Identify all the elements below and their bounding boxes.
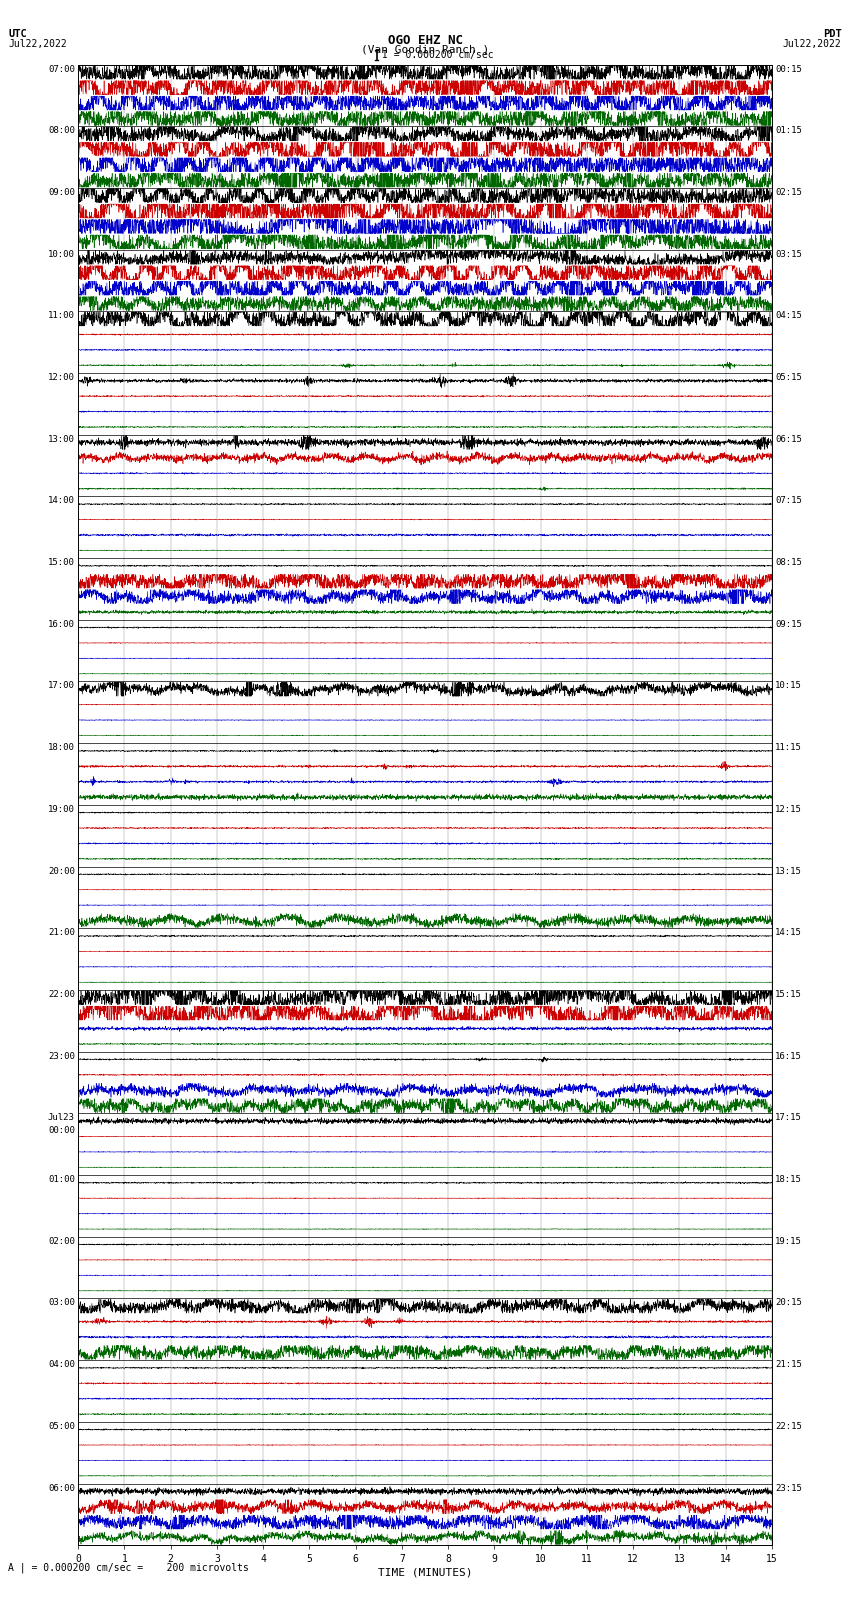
Text: 03:00: 03:00: [48, 1298, 75, 1308]
Text: 02:00: 02:00: [48, 1237, 75, 1245]
Text: UTC: UTC: [8, 29, 27, 39]
Text: 10:00: 10:00: [48, 250, 75, 258]
Text: 03:15: 03:15: [775, 250, 802, 258]
Text: 14:00: 14:00: [48, 497, 75, 505]
Text: 23:15: 23:15: [775, 1484, 802, 1492]
Text: Jul22,2022: Jul22,2022: [8, 39, 67, 48]
Text: Jul23: Jul23: [48, 1113, 75, 1123]
Text: A | = 0.000200 cm/sec =    200 microvolts: A | = 0.000200 cm/sec = 200 microvolts: [8, 1563, 249, 1574]
Text: 09:15: 09:15: [775, 619, 802, 629]
X-axis label: TIME (MINUTES): TIME (MINUTES): [377, 1568, 473, 1578]
Text: 06:15: 06:15: [775, 436, 802, 444]
Text: 08:15: 08:15: [775, 558, 802, 568]
Text: 21:00: 21:00: [48, 929, 75, 937]
Text: 01:15: 01:15: [775, 126, 802, 135]
Text: 18:15: 18:15: [775, 1174, 802, 1184]
Text: OGO EHZ NC: OGO EHZ NC: [388, 34, 462, 47]
Text: 10:15: 10:15: [775, 681, 802, 690]
Text: I = 0.000200 cm/sec: I = 0.000200 cm/sec: [382, 50, 494, 60]
Text: 15:15: 15:15: [775, 990, 802, 998]
Text: 00:15: 00:15: [775, 65, 802, 74]
Text: 05:15: 05:15: [775, 373, 802, 382]
Text: 11:00: 11:00: [48, 311, 75, 321]
Text: 17:00: 17:00: [48, 681, 75, 690]
Text: 06:00: 06:00: [48, 1484, 75, 1492]
Text: 19:00: 19:00: [48, 805, 75, 815]
Text: 07:15: 07:15: [775, 497, 802, 505]
Text: 09:00: 09:00: [48, 189, 75, 197]
Text: 04:00: 04:00: [48, 1360, 75, 1369]
Text: 19:15: 19:15: [775, 1237, 802, 1245]
Text: 14:15: 14:15: [775, 929, 802, 937]
Text: 12:00: 12:00: [48, 373, 75, 382]
Text: 17:15: 17:15: [775, 1113, 802, 1123]
Text: 07:00: 07:00: [48, 65, 75, 74]
Text: (Van Goodin Ranch ): (Van Goodin Ranch ): [361, 44, 489, 55]
Text: 20:15: 20:15: [775, 1298, 802, 1308]
Text: 12:15: 12:15: [775, 805, 802, 815]
Text: 13:00: 13:00: [48, 436, 75, 444]
Text: 16:15: 16:15: [775, 1052, 802, 1061]
Text: 22:15: 22:15: [775, 1423, 802, 1431]
Text: 11:15: 11:15: [775, 744, 802, 752]
Text: Jul22,2022: Jul22,2022: [783, 39, 842, 48]
Text: 23:00: 23:00: [48, 1052, 75, 1061]
Text: 15:00: 15:00: [48, 558, 75, 568]
Text: 04:15: 04:15: [775, 311, 802, 321]
Text: 22:00: 22:00: [48, 990, 75, 998]
Text: 05:00: 05:00: [48, 1423, 75, 1431]
Text: 00:00: 00:00: [48, 1126, 75, 1136]
Text: PDT: PDT: [823, 29, 842, 39]
Text: 16:00: 16:00: [48, 619, 75, 629]
Text: 21:15: 21:15: [775, 1360, 802, 1369]
Text: 01:00: 01:00: [48, 1174, 75, 1184]
Text: 02:15: 02:15: [775, 189, 802, 197]
Text: 18:00: 18:00: [48, 744, 75, 752]
Text: 20:00: 20:00: [48, 866, 75, 876]
Text: 13:15: 13:15: [775, 866, 802, 876]
Text: 08:00: 08:00: [48, 126, 75, 135]
